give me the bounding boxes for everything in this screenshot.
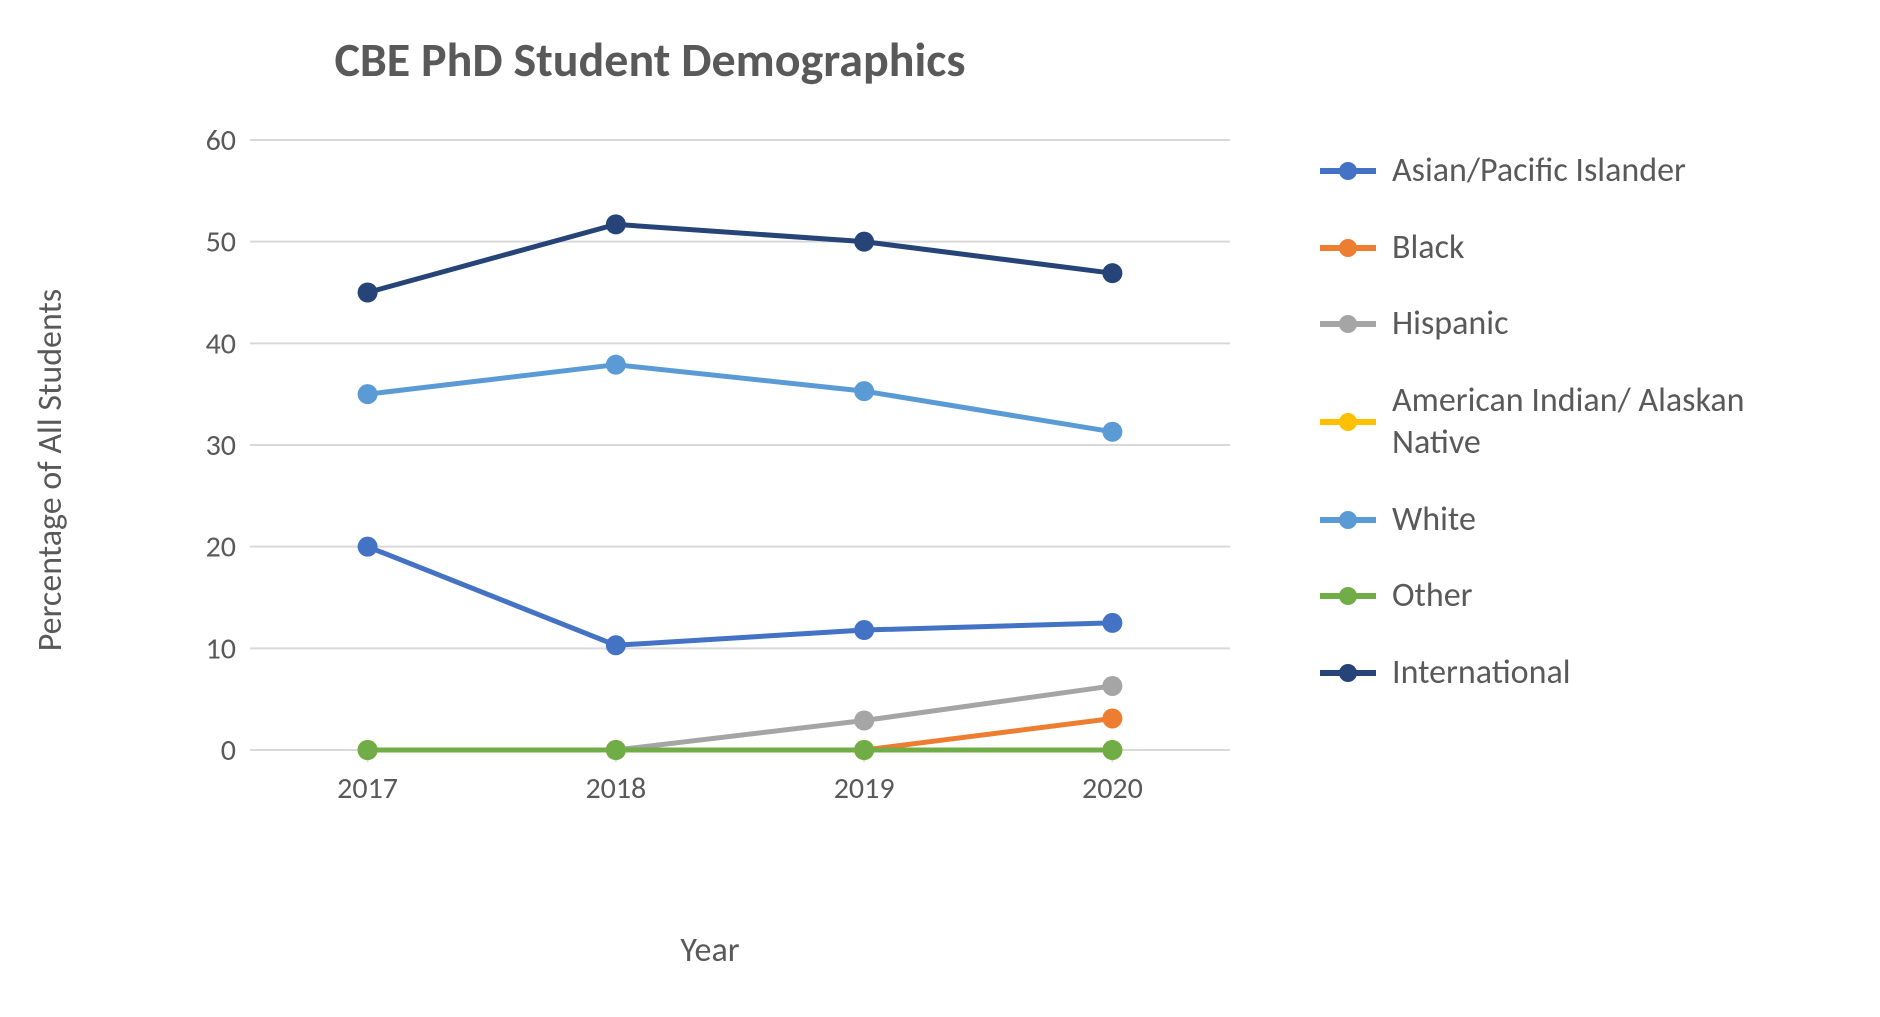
legend-marker-icon bbox=[1339, 511, 1357, 529]
legend-label: Hispanic bbox=[1392, 303, 1508, 346]
y-tick-label: 40 bbox=[206, 325, 236, 362]
legend-label: Asian/Pacific Islander bbox=[1392, 150, 1686, 193]
y-tick-label: 30 bbox=[206, 427, 236, 464]
plot-svg: 0 10 20 30 40 50 60 2017 2018 2019 2020 bbox=[170, 130, 1250, 830]
legend-item: Black bbox=[1320, 227, 1840, 270]
y-tick-label: 20 bbox=[206, 529, 236, 566]
series-marker bbox=[854, 740, 874, 760]
x-tick-label: 2018 bbox=[585, 770, 646, 807]
y-tick-label: 60 bbox=[206, 130, 236, 159]
legend-swatch bbox=[1320, 670, 1376, 676]
legend-swatch bbox=[1320, 168, 1376, 174]
legend-marker-icon bbox=[1339, 664, 1357, 682]
series-line bbox=[368, 365, 1113, 432]
series-marker bbox=[358, 537, 378, 557]
legend-item: Asian/Pacific Islander bbox=[1320, 150, 1840, 193]
chart-container: CBE PhD Student Demographics Percentage … bbox=[0, 0, 1880, 1017]
legend-item: Other bbox=[1320, 575, 1840, 618]
series-marker bbox=[1102, 613, 1122, 633]
legend-label: White bbox=[1392, 499, 1476, 542]
legend-marker-icon bbox=[1339, 162, 1357, 180]
series-marker bbox=[358, 740, 378, 760]
series-marker bbox=[1102, 676, 1122, 696]
series-marker bbox=[854, 620, 874, 640]
series-marker bbox=[854, 711, 874, 731]
series-line bbox=[368, 547, 1113, 646]
legend-label: Other bbox=[1392, 575, 1473, 618]
series-line bbox=[368, 224, 1113, 292]
series-marker bbox=[1102, 422, 1122, 442]
x-tick-label: 2019 bbox=[834, 770, 895, 807]
legend-label: American Indian/ Alaskan Native bbox=[1392, 380, 1840, 465]
legend: Asian/Pacific Islander Black Hispanic Ameri… bbox=[1320, 150, 1840, 728]
series-marker bbox=[358, 283, 378, 303]
legend-marker-icon bbox=[1339, 239, 1357, 257]
plot-area: 0 10 20 30 40 50 60 2017 2018 2019 2020 bbox=[170, 130, 1250, 830]
series-marker bbox=[1102, 263, 1122, 283]
x-tick-label: 2017 bbox=[337, 770, 398, 807]
legend-marker-icon bbox=[1339, 587, 1357, 605]
y-tick-label: 0 bbox=[221, 732, 236, 769]
legend-item: Hispanic bbox=[1320, 303, 1840, 346]
series-marker bbox=[358, 384, 378, 404]
legend-item: White bbox=[1320, 499, 1840, 542]
series-marker bbox=[606, 740, 626, 760]
legend-marker-icon bbox=[1339, 315, 1357, 333]
series-line bbox=[368, 686, 1113, 750]
legend-label: International bbox=[1392, 652, 1571, 695]
series-marker bbox=[606, 355, 626, 375]
x-axis-label: Year bbox=[170, 930, 1250, 971]
series-marker bbox=[854, 232, 874, 252]
y-tick-label: 50 bbox=[206, 224, 236, 261]
series-marker bbox=[1102, 708, 1122, 728]
series-marker bbox=[606, 214, 626, 234]
series-marker bbox=[606, 635, 626, 655]
legend-swatch bbox=[1320, 517, 1376, 523]
legend-swatch bbox=[1320, 593, 1376, 599]
y-axis-label: Percentage of All Students bbox=[30, 289, 71, 651]
legend-swatch bbox=[1320, 419, 1376, 425]
legend-item: American Indian/ Alaskan Native bbox=[1320, 380, 1840, 465]
chart-title: CBE PhD Student Demographics bbox=[0, 30, 1300, 89]
legend-swatch bbox=[1320, 245, 1376, 251]
series-marker bbox=[854, 381, 874, 401]
legend-item: International bbox=[1320, 652, 1840, 695]
x-tick-label: 2020 bbox=[1082, 770, 1143, 807]
legend-label: Black bbox=[1392, 227, 1464, 270]
series-marker bbox=[1102, 740, 1122, 760]
legend-marker-icon bbox=[1339, 413, 1357, 431]
y-tick-label: 10 bbox=[206, 630, 236, 667]
legend-swatch bbox=[1320, 321, 1376, 327]
